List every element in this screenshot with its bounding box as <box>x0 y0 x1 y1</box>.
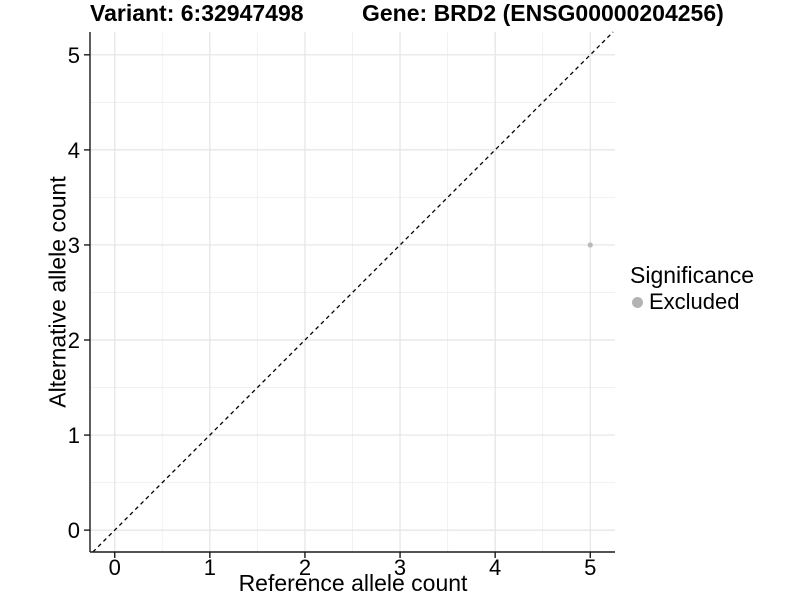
plot-title-variant: Variant: 6:32947498 <box>90 0 304 26</box>
identity-line <box>92 31 614 553</box>
x-tick-label: 1 <box>204 555 216 580</box>
legend: Significance Excluded <box>630 263 754 315</box>
x-tick-label: 2 <box>299 555 311 580</box>
y-tick-label: 4 <box>68 138 80 163</box>
legend-title: Significance <box>630 262 755 288</box>
legend-item-excluded: Excluded <box>630 289 754 315</box>
x-tick-label: 3 <box>394 555 406 580</box>
legend-point-icon <box>632 296 643 308</box>
y-tick-label: 3 <box>68 233 80 258</box>
x-tick-label: 4 <box>489 555 501 580</box>
x-axis-title: Reference allele count <box>238 570 468 596</box>
y-tick-label: 5 <box>68 43 80 68</box>
y-tick-label: 1 <box>68 423 80 448</box>
x-tick-label: 0 <box>109 555 121 580</box>
data-point <box>587 242 593 248</box>
plot-title-gene: Gene: BRD2 (ENSG00000204256) <box>362 0 724 26</box>
y-tick-label: 0 <box>68 518 80 543</box>
y-tick-label: 2 <box>68 328 80 353</box>
legend-item-label: Excluded <box>649 289 740 314</box>
x-tick-label: 5 <box>584 555 596 580</box>
